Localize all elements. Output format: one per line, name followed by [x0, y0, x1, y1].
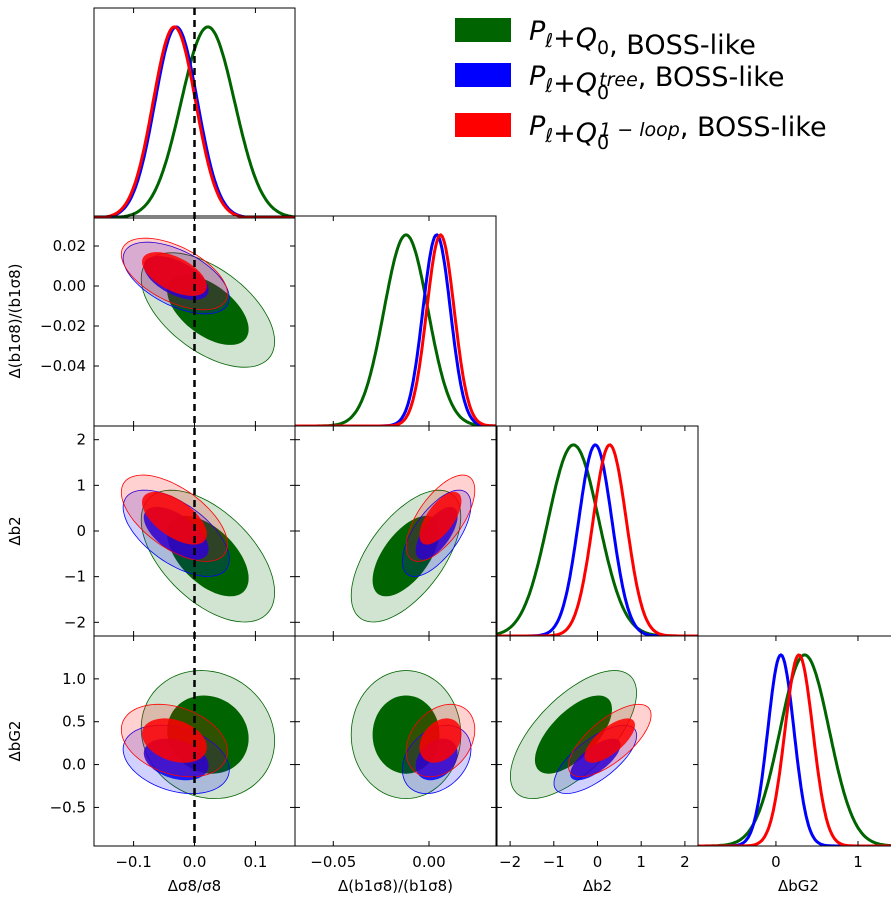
- y-tick-label: 0.0: [62, 756, 86, 774]
- y-tick-label: 0.02: [53, 237, 86, 255]
- x-tick-label: −0.1: [115, 853, 151, 871]
- contour-68-1: [534, 695, 612, 774]
- y-tick-label: 0: [76, 522, 86, 540]
- legend-entry-1: Pℓ+Q0, BOSS-like: [455, 16, 756, 61]
- marginal-curve-1: [698, 653, 891, 846]
- y-tick-label: −0.04: [40, 357, 86, 375]
- x-axis-label: ΔbG2: [778, 877, 819, 895]
- y-tick-label: −0.02: [40, 317, 86, 335]
- x-tick-label: 0: [771, 853, 781, 871]
- marginal-b1s8: [295, 233, 496, 426]
- y-tick-label: −1: [64, 568, 86, 586]
- legend-swatch: [455, 18, 511, 42]
- x-tick-label: 2: [680, 853, 690, 871]
- contour-68-3: [142, 718, 207, 763]
- x-tick-label: −2: [499, 853, 521, 871]
- marginal-curve-2: [497, 443, 698, 636]
- panel-s8-b2: [120, 474, 276, 623]
- x-tick-label: −0.05: [310, 853, 356, 871]
- x-axis-label: Δσ8/σ8: [168, 877, 221, 895]
- marginal-curve-1: [497, 443, 698, 636]
- y-tick-label: 1.0: [62, 670, 86, 688]
- panel-frame: [697, 635, 891, 847]
- y-axis-label: Δ(b1σ8)/(b1σ8): [6, 264, 24, 379]
- y-axis-label: ΔbG2: [6, 721, 24, 762]
- y-tick-label: −2: [64, 613, 86, 631]
- legend-swatch: [455, 63, 511, 87]
- y-tick-label: 2: [76, 431, 86, 449]
- marginal-b2: [497, 443, 698, 636]
- legend-swatch: [455, 113, 511, 137]
- y-tick-label: −0.5: [50, 798, 86, 816]
- panel-frame: [93, 7, 296, 219]
- marginal-curve-3: [698, 653, 891, 846]
- panel-s8-bg2: [120, 670, 276, 800]
- x-tick-label: −1: [543, 853, 565, 871]
- panel-b2-bg2: [509, 670, 652, 800]
- x-axis-label: Δ(b1σ8)/(b1σ8): [338, 877, 453, 895]
- contour-68-3: [142, 252, 207, 296]
- x-tick-label: 1: [853, 853, 863, 871]
- y-axis-label: Δb2: [6, 516, 24, 545]
- x-tick-label: 0: [593, 853, 603, 871]
- panel-frame: [294, 635, 497, 847]
- legend-label: Pℓ+Q0tree, BOSS-like: [529, 61, 785, 104]
- panel-b1s8-b2: [350, 474, 476, 623]
- panel-b1s8-bg2: [350, 670, 476, 800]
- x-tick-label: 0.00: [412, 853, 445, 871]
- x-tick-label: 0.1: [243, 853, 267, 871]
- panel-frame: [496, 425, 699, 637]
- marginal-curve-2: [698, 653, 891, 846]
- contour-68-3: [584, 718, 635, 763]
- x-axis-label: Δb2: [583, 877, 612, 895]
- legend-label: Pℓ+Q0, BOSS-like: [529, 16, 756, 61]
- marginal-curve-3: [497, 443, 698, 636]
- legend-label: Pℓ+Q01 − loop, BOSS-like: [529, 111, 827, 154]
- legend-entry-2: Pℓ+Q0tree, BOSS-like: [455, 61, 785, 104]
- y-tick-label: 1: [76, 476, 86, 494]
- y-tick-label: 0.00: [53, 277, 86, 295]
- x-tick-label: 1: [636, 853, 646, 871]
- contour-68-3: [419, 718, 462, 763]
- y-tick-label: 0.5: [62, 713, 86, 731]
- legend-entry-3: Pℓ+Q01 − loop, BOSS-like: [455, 111, 827, 154]
- contour-68-3: [142, 491, 207, 545]
- marginal-bg2: [698, 653, 891, 846]
- x-tick-label: 0.0: [183, 853, 207, 871]
- panel-s8-b1s8: [120, 237, 276, 368]
- marginal-curve-3: [295, 233, 496, 426]
- contour-68-3: [419, 491, 462, 545]
